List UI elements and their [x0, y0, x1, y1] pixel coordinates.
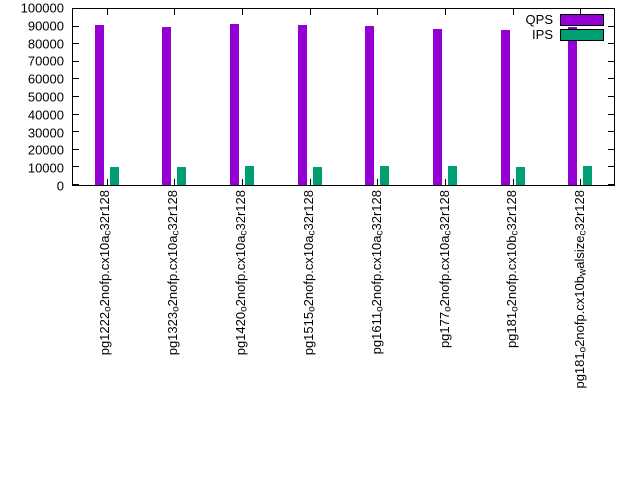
y-tick-mark — [73, 148, 79, 150]
bar-group — [568, 9, 593, 185]
x-tick-mark — [174, 9, 176, 15]
bar-group — [297, 9, 322, 185]
legend: QPS IPS — [526, 12, 604, 42]
bar-group — [94, 9, 119, 185]
y-tick-mark — [608, 148, 614, 150]
x-tick-mark — [580, 179, 582, 185]
bar-group — [230, 9, 255, 185]
qps-bar — [432, 29, 442, 185]
legend-label-qps: QPS — [525, 12, 553, 27]
x-tick-mark — [242, 179, 244, 185]
y-tick-label: 30000 — [27, 125, 64, 141]
y-tick-mark — [608, 131, 614, 133]
y-tick-mark — [608, 43, 614, 45]
x-tick-mark — [444, 179, 446, 185]
qps-bar — [500, 30, 510, 185]
x-tick-mark — [580, 9, 582, 15]
x-tick-mark — [512, 179, 514, 185]
y-tick-mark — [73, 8, 79, 9]
ips-bar — [515, 166, 525, 185]
y-tick-label: 80000 — [27, 36, 64, 52]
x-tick-mark — [174, 179, 176, 185]
ips-bar — [245, 165, 255, 185]
y-tick-label: 90000 — [27, 18, 64, 34]
x-category-label: pg177o2nofp.cx10ac32r128 — [436, 190, 454, 349]
y-tick-mark — [608, 96, 614, 97]
x-category-label: pg1323o2nofp.cx10ac32r128 — [165, 190, 182, 356]
y-tick-mark — [608, 60, 614, 62]
x-tick-mark — [512, 9, 514, 15]
y-tick-label: 20000 — [27, 142, 64, 158]
y-tick-mark — [73, 184, 79, 185]
ips-bar — [583, 165, 593, 185]
x-category-label: pg1420o2nofp.cx10ac32r128 — [232, 190, 250, 356]
x-category-label: pg1222o2nofp.cx10ac32r128 — [97, 190, 114, 356]
x-category-label: pg1515o2nofp.cx10ac32r128 — [300, 190, 318, 356]
ips-bar — [177, 166, 187, 185]
y-tick-mark — [608, 184, 614, 185]
qps-bar — [230, 23, 240, 185]
bar-group — [162, 9, 187, 185]
ips-bar — [447, 165, 457, 185]
x-category-label: pg181o2nofp.cx10bwalsizec32r128 — [572, 190, 589, 389]
bars-container — [73, 9, 614, 185]
legend-row-qps: QPS — [526, 12, 604, 27]
qps-bar — [162, 26, 172, 185]
x-tick-mark — [309, 9, 311, 15]
x-axis-category-labels: pg1222o2nofp.cx10ac32r128 pg1323o2nofp.cx… — [72, 190, 615, 470]
y-tick-label: 40000 — [27, 107, 64, 123]
y-tick-label: 0 — [56, 178, 64, 194]
legend-swatch-ips — [560, 28, 604, 41]
legend-swatch-qps — [560, 13, 604, 26]
bar-group — [500, 9, 525, 185]
ips-bar — [380, 165, 390, 185]
legend-row-ips: IPS — [526, 27, 604, 42]
qps-bar — [297, 24, 307, 185]
y-axis-tick-labels: 0 10000 20000 30000 40000 50000 60000 70000 8000… — [0, 1, 64, 194]
qps-bar — [568, 27, 578, 185]
bar-group — [365, 9, 390, 185]
x-tick-mark — [309, 179, 311, 185]
x-tick-mark — [444, 9, 446, 15]
y-tick-mark — [73, 166, 79, 168]
x-tick-mark — [106, 9, 108, 15]
y-tick-mark — [608, 25, 614, 27]
bar-group — [432, 9, 457, 185]
x-tick-mark — [377, 179, 379, 185]
y-tick-mark — [73, 60, 79, 62]
x-category-label: pg181o2nofp.cx10bc32r128 — [504, 190, 521, 349]
y-tick-mark — [608, 166, 614, 168]
plot-area: QPS IPS — [72, 8, 615, 186]
ips-bar — [312, 166, 322, 185]
y-tick-mark — [608, 78, 614, 80]
y-tick-mark — [608, 113, 614, 115]
qps-bar — [365, 25, 375, 185]
y-tick-label: 50000 — [27, 89, 64, 105]
ips-bar — [109, 166, 119, 185]
y-tick-label: 70000 — [27, 53, 64, 69]
y-tick-label: 10000 — [27, 160, 64, 176]
x-category-label: pg1611o2nofp.cx10ac32r128 — [368, 190, 386, 355]
y-tick-label: 100000 — [20, 0, 64, 16]
y-tick-mark — [608, 8, 614, 9]
legend-label-ips: IPS — [532, 27, 553, 42]
x-tick-mark — [242, 9, 244, 15]
y-tick-mark — [73, 25, 79, 27]
y-tick-mark — [73, 131, 79, 133]
y-tick-mark — [73, 43, 79, 45]
y-tick-mark — [73, 78, 79, 80]
x-tick-mark — [377, 9, 379, 15]
y-tick-label: 60000 — [27, 71, 64, 87]
y-tick-mark — [73, 113, 79, 115]
qps-bar — [94, 24, 104, 185]
x-tick-mark — [106, 179, 108, 185]
y-tick-mark — [73, 96, 79, 97]
